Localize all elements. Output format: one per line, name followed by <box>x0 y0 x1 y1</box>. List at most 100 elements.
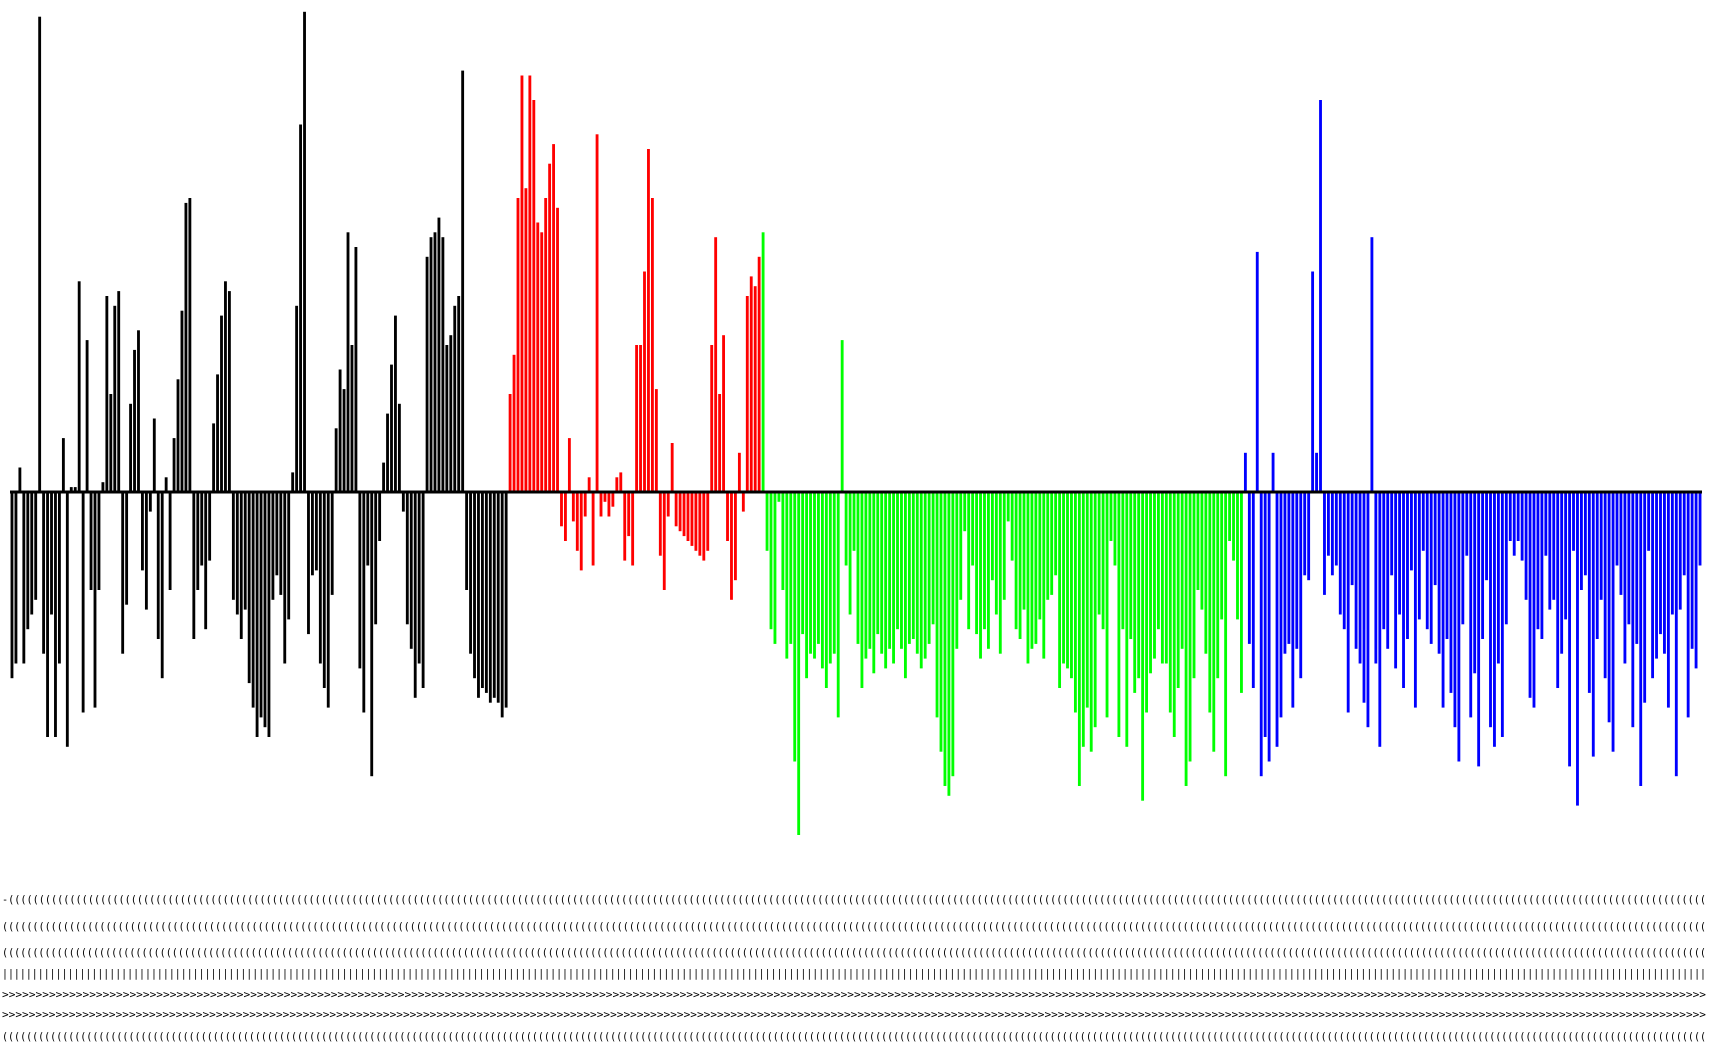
bar <box>1299 492 1303 679</box>
bar <box>540 232 544 493</box>
bar <box>287 492 291 620</box>
bar <box>773 492 777 644</box>
bar <box>607 492 611 517</box>
bar <box>635 345 639 492</box>
bar <box>1556 492 1560 688</box>
bar <box>1674 492 1678 777</box>
bar <box>1117 492 1121 737</box>
bar <box>967 492 971 630</box>
bar <box>706 492 710 551</box>
bar <box>1402 492 1405 688</box>
bar <box>647 149 650 492</box>
bar <box>520 75 524 492</box>
bar <box>761 232 765 493</box>
bar <box>22 492 26 664</box>
bar <box>1121 492 1125 630</box>
bar <box>1334 492 1338 566</box>
bar <box>1453 492 1457 728</box>
bar <box>113 305 117 492</box>
bar <box>983 492 986 630</box>
bar <box>579 492 583 571</box>
bar <box>1346 492 1350 713</box>
bar <box>1599 492 1603 600</box>
bar <box>125 492 129 605</box>
bar <box>979 492 982 659</box>
bar <box>1591 492 1595 757</box>
bar <box>54 492 57 737</box>
bar <box>686 492 690 541</box>
bar <box>1465 492 1469 556</box>
bar <box>318 492 322 664</box>
bar <box>465 492 469 590</box>
x-tick-label-row: ||||||||||||||||||||||||||||||||||||||||… <box>2 967 1706 980</box>
bar <box>848 492 852 615</box>
bar <box>1105 492 1109 718</box>
bar <box>141 492 144 571</box>
bar <box>263 492 267 728</box>
bar <box>1425 492 1429 630</box>
bar <box>1429 492 1433 644</box>
bar <box>231 492 235 600</box>
bar <box>674 492 678 527</box>
bar <box>828 492 832 664</box>
bar <box>1153 492 1156 659</box>
bar <box>1445 492 1449 639</box>
bar <box>101 482 105 492</box>
bar <box>461 70 465 492</box>
bar <box>536 222 540 492</box>
bar <box>1659 492 1662 635</box>
bar <box>303 11 306 493</box>
bar <box>631 492 635 566</box>
bar <box>77 281 81 492</box>
bar <box>915 492 919 654</box>
bar <box>1101 492 1105 630</box>
bar <box>382 462 386 492</box>
bar <box>809 492 812 654</box>
bar <box>390 364 393 492</box>
bar <box>753 286 757 492</box>
bar <box>1164 492 1168 664</box>
bar <box>876 492 880 635</box>
bars-group <box>10 11 1702 835</box>
bar <box>1394 492 1398 669</box>
bar <box>429 237 433 492</box>
bar <box>1251 492 1255 688</box>
bar <box>947 492 951 796</box>
bar <box>334 428 338 492</box>
x-tick-label-row: >>>>>>>>>>>>>>>>>>>>>>>>>>>>>>>>>>>>>>>>… <box>2 1008 1706 1021</box>
bar <box>299 124 302 492</box>
bar <box>575 492 579 551</box>
bar <box>658 492 662 556</box>
bar <box>1481 492 1485 639</box>
bar <box>239 492 243 639</box>
bar <box>1006 492 1010 522</box>
bar <box>765 492 769 551</box>
bar <box>1540 492 1544 639</box>
bar <box>650 198 654 492</box>
bar <box>1647 492 1651 551</box>
bar <box>1457 492 1461 762</box>
bar <box>1022 492 1026 610</box>
bar <box>868 492 872 649</box>
bar <box>235 492 239 615</box>
bar <box>1018 492 1022 639</box>
bar <box>1002 492 1006 600</box>
bar <box>314 492 318 571</box>
bar <box>405 492 409 625</box>
bar <box>1655 492 1658 659</box>
bar <box>1686 492 1690 718</box>
bar <box>224 281 227 492</box>
bar <box>283 492 287 664</box>
bar <box>484 492 488 693</box>
bar <box>366 492 370 566</box>
bar <box>259 492 263 718</box>
bar <box>370 492 374 777</box>
bar <box>789 492 793 644</box>
bar <box>271 492 275 600</box>
bar <box>1255 251 1259 492</box>
bar <box>856 492 860 644</box>
bar <box>880 492 884 654</box>
bar <box>955 492 959 649</box>
bar <box>1461 492 1465 625</box>
bar <box>1583 492 1587 576</box>
